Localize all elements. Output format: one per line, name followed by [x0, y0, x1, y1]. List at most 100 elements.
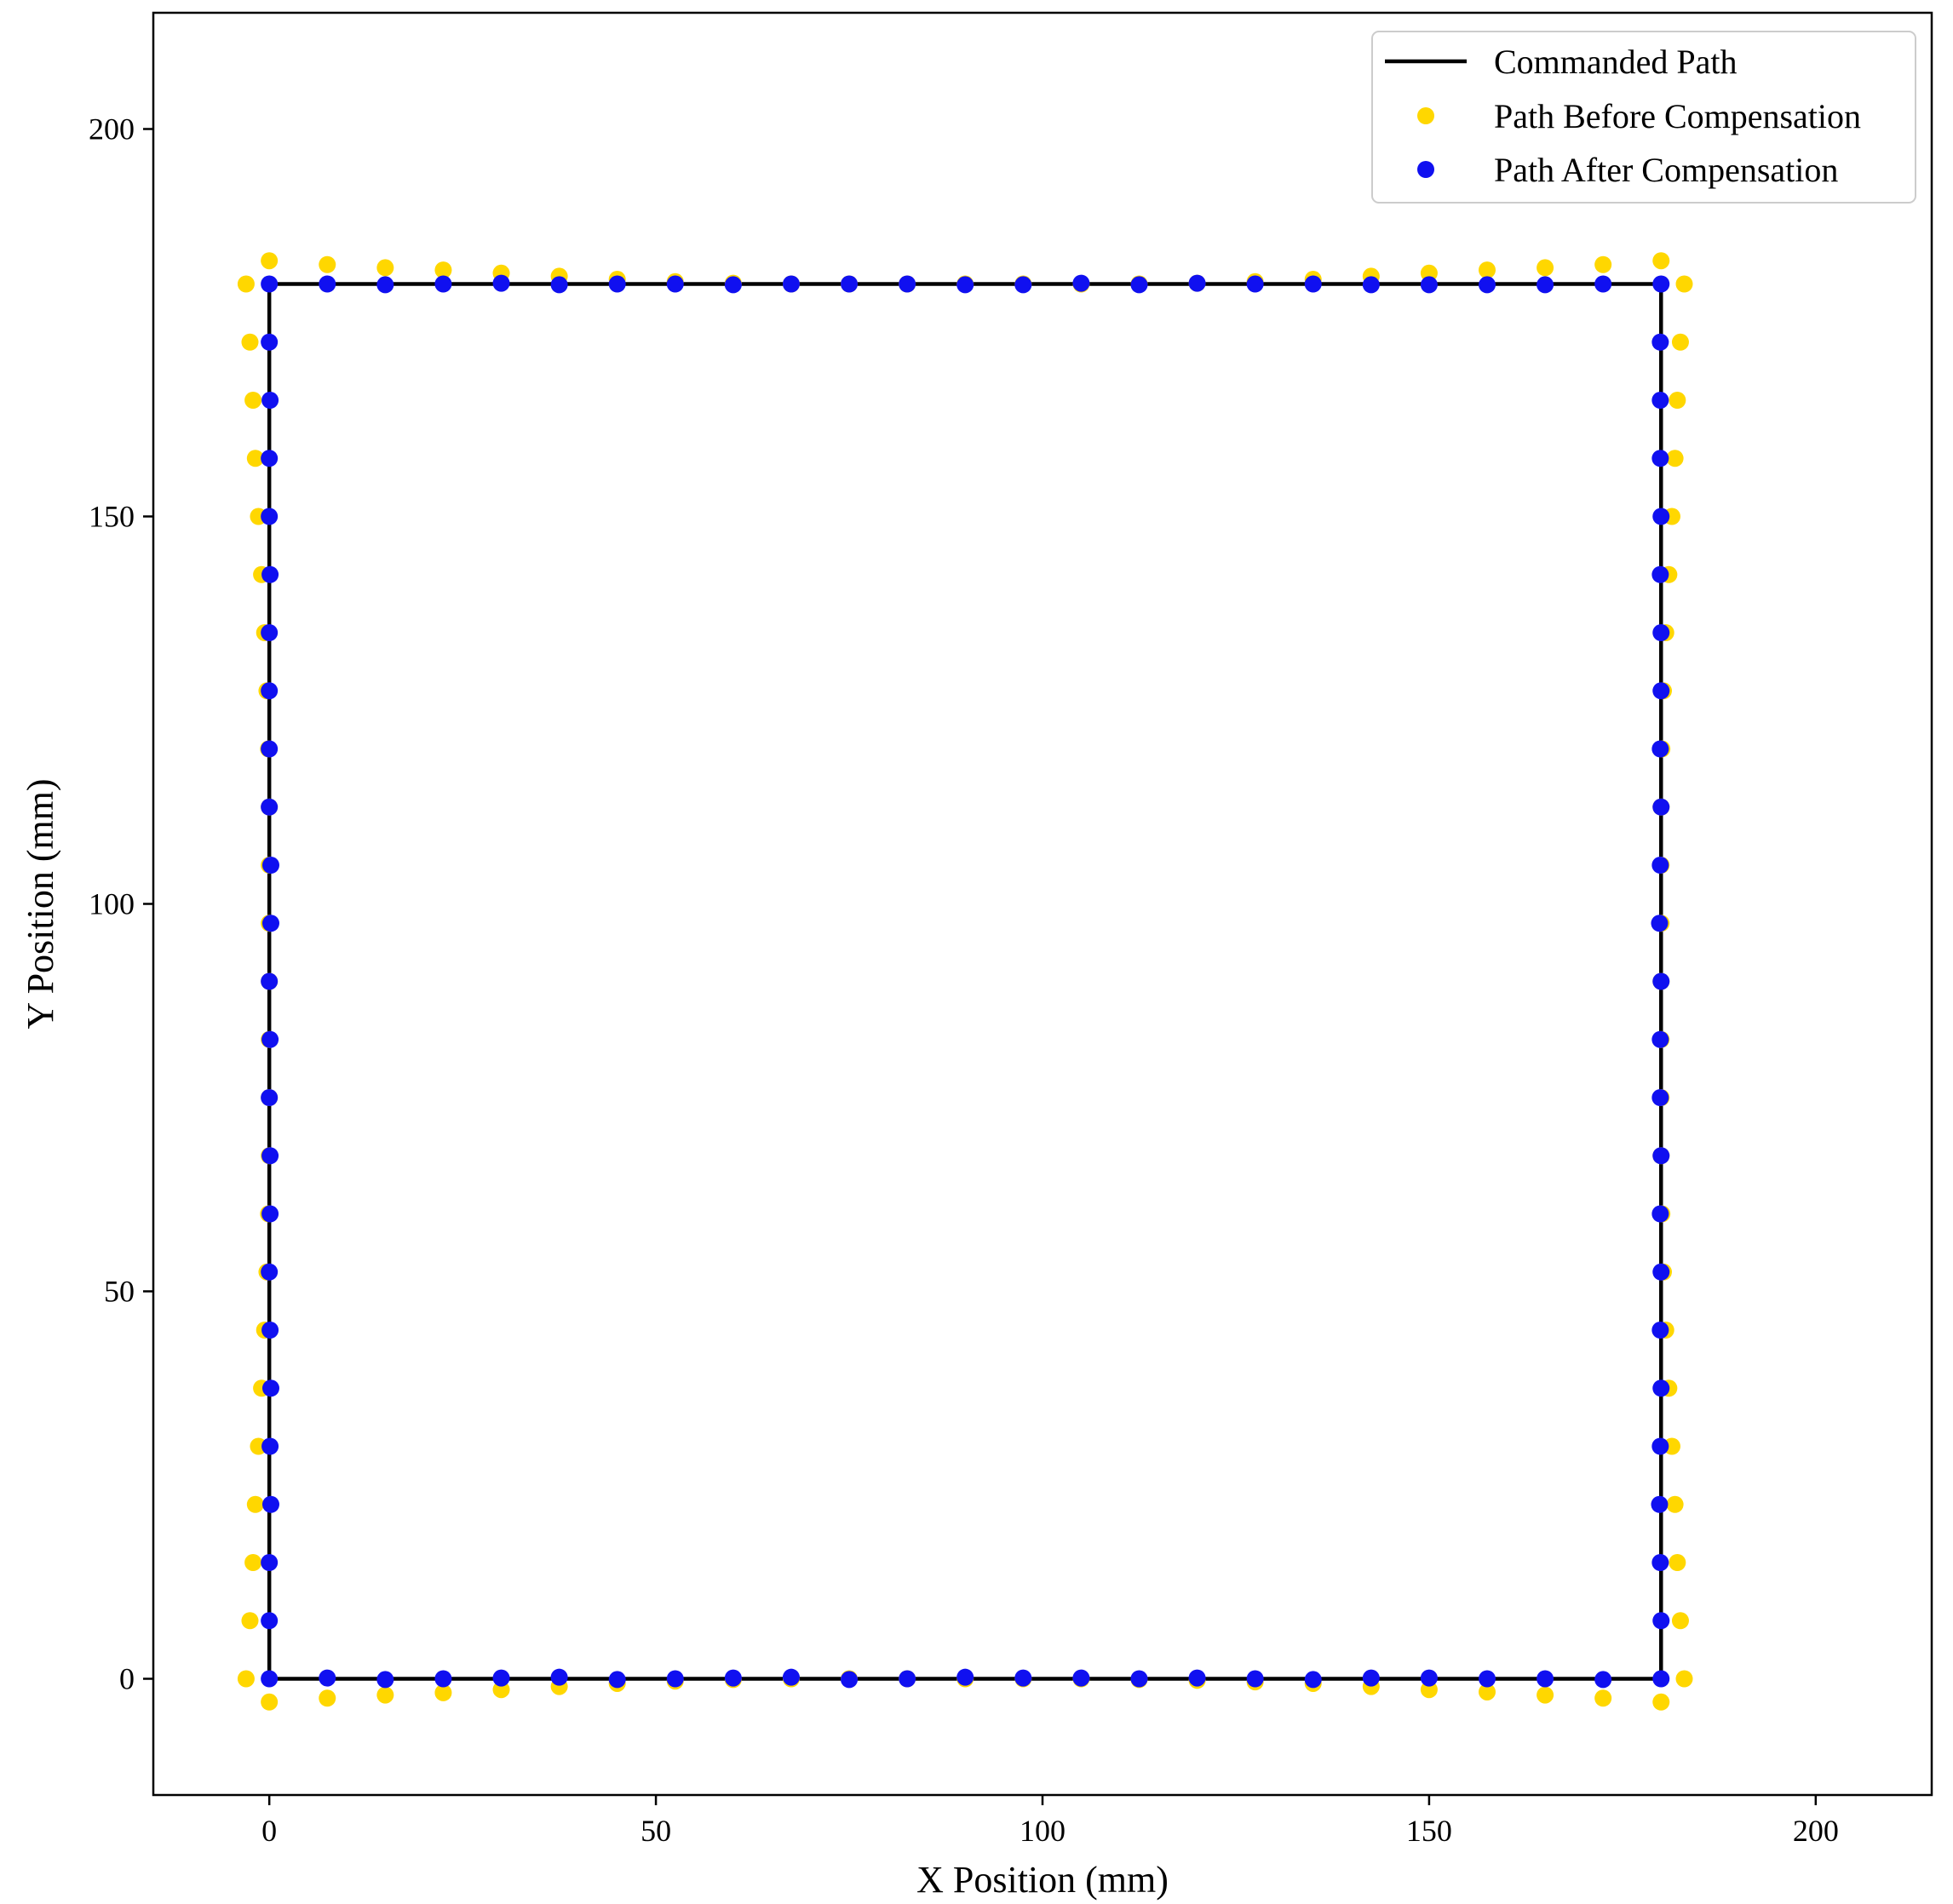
- point-after-compensation-64: [724, 276, 742, 294]
- point-after-compensation-60: [956, 276, 974, 294]
- point-after-compensation-68: [492, 274, 510, 292]
- point-after-compensation-66: [608, 275, 626, 293]
- point-after-compensation-59: [1014, 276, 1032, 294]
- point-after-compensation-69: [434, 275, 452, 293]
- point-after-compensation-5: [550, 1668, 568, 1686]
- point-after-compensation-18: [1304, 1671, 1322, 1689]
- point-after-compensation-90: [261, 1322, 279, 1339]
- point-after-compensation-33: [1652, 1147, 1670, 1165]
- y-tick-label-200: 200: [89, 112, 135, 146]
- point-after-compensation-76: [261, 508, 279, 525]
- point-after-compensation-26: [1651, 1554, 1669, 1571]
- y-tick-label-0: 0: [119, 1662, 135, 1696]
- point-after-compensation-53: [1362, 276, 1380, 294]
- legend-label-before: Path Before Compensation: [1494, 97, 1861, 135]
- point-after-compensation-55: [1246, 275, 1264, 293]
- point-after-compensation-3: [434, 1670, 452, 1688]
- x-axis-label: X Position (mm): [916, 1859, 1169, 1901]
- point-after-compensation-35: [1651, 1030, 1669, 1048]
- point-after-compensation-73: [261, 333, 279, 351]
- point-after-compensation-20: [1420, 1669, 1438, 1687]
- point-after-compensation-42: [1652, 624, 1670, 641]
- point-after-compensation-12: [956, 1668, 974, 1686]
- point-after-compensation-56: [1188, 274, 1206, 292]
- point-after-compensation-49: [1594, 275, 1612, 293]
- point-after-compensation-15: [1130, 1670, 1148, 1688]
- point-after-compensation-48: [1652, 275, 1670, 293]
- point-after-compensation-28: [1651, 1437, 1669, 1455]
- point-after-compensation-78: [261, 624, 279, 641]
- point-before-compensation-54: [1479, 261, 1496, 279]
- point-after-compensation-36: [1652, 972, 1670, 990]
- point-after-compensation-41: [1652, 682, 1670, 700]
- point-after-compensation-2: [376, 1671, 394, 1689]
- point-after-compensation-94: [261, 1554, 279, 1571]
- point-after-compensation-11: [899, 1670, 916, 1688]
- point-after-compensation-79: [261, 682, 279, 700]
- x-tick-label-100: 100: [1020, 1814, 1066, 1848]
- point-after-compensation-82: [261, 857, 279, 874]
- legend-box: [1371, 31, 1916, 204]
- y-tick-label-100: 100: [89, 887, 135, 921]
- y-tick-label-150: 150: [89, 500, 135, 534]
- point-after-compensation-38: [1651, 857, 1669, 874]
- point-before-compensation-22: [1479, 1683, 1496, 1700]
- point-after-compensation-46: [1651, 392, 1669, 409]
- point-after-compensation-4: [492, 1669, 510, 1687]
- point-after-compensation-40: [1651, 740, 1669, 758]
- point-after-compensation-7: [666, 1670, 684, 1688]
- point-after-compensation-14: [1072, 1669, 1090, 1687]
- point-after-compensation-39: [1652, 798, 1670, 816]
- point-after-compensation-9: [782, 1668, 800, 1686]
- point-before-compensation-3: [376, 1686, 394, 1704]
- point-after-compensation-86: [261, 1089, 279, 1106]
- point-after-compensation-58: [1072, 274, 1090, 292]
- point-before-compensation-51: [1652, 252, 1670, 270]
- x-tick-label-200: 200: [1793, 1814, 1839, 1848]
- point-after-compensation-92: [261, 1437, 279, 1455]
- point-after-compensation-27: [1651, 1495, 1669, 1513]
- point-after-compensation-0: [261, 1670, 279, 1688]
- point-after-compensation-57: [1130, 276, 1148, 294]
- point-after-compensation-17: [1246, 1670, 1264, 1688]
- point-after-compensation-32: [1651, 1205, 1669, 1223]
- point-before-compensation-26: [1675, 1670, 1693, 1688]
- y-axis-label: Y Position (mm): [20, 778, 61, 1029]
- point-after-compensation-51: [1479, 276, 1496, 294]
- point-after-compensation-8: [724, 1669, 742, 1687]
- point-before-compensation-76: [237, 275, 255, 293]
- point-after-compensation-77: [261, 565, 279, 583]
- point-after-compensation-29: [1652, 1379, 1670, 1397]
- point-after-compensation-23: [1594, 1671, 1612, 1689]
- point-before-compensation-4: [434, 1683, 452, 1701]
- point-after-compensation-93: [261, 1495, 279, 1513]
- point-before-compensation-23: [1537, 1686, 1554, 1704]
- point-after-compensation-65: [666, 275, 684, 293]
- point-before-compensation-2: [319, 1689, 336, 1707]
- point-after-compensation-31: [1652, 1263, 1670, 1281]
- point-before-compensation-0: [237, 1670, 255, 1688]
- point-after-compensation-83: [261, 915, 279, 932]
- plot-area: [237, 252, 1693, 1711]
- point-before-compensation-72: [434, 261, 452, 279]
- point-after-compensation-62: [841, 275, 859, 293]
- point-after-compensation-45: [1651, 450, 1669, 467]
- point-before-compensation-78: [244, 392, 262, 409]
- point-after-compensation-19: [1362, 1669, 1380, 1687]
- point-before-compensation-28: [1669, 1554, 1686, 1571]
- point-after-compensation-43: [1651, 565, 1669, 583]
- point-after-compensation-67: [550, 276, 568, 294]
- legend-label-commanded: Commanded Path: [1494, 43, 1738, 81]
- point-before-compensation-27: [1671, 1612, 1689, 1630]
- point-after-compensation-71: [319, 275, 336, 293]
- axis-ticks: 0 50 100 150 200 0 50 100 150 200: [89, 112, 1839, 1849]
- point-after-compensation-21: [1479, 1670, 1496, 1688]
- y-tick-label-50: 50: [104, 1275, 135, 1309]
- point-before-compensation-53: [1537, 259, 1554, 277]
- point-before-compensation-50: [1675, 275, 1693, 293]
- point-after-compensation-80: [261, 740, 279, 758]
- point-after-compensation-34: [1651, 1089, 1669, 1106]
- point-before-compensation-52: [1594, 255, 1612, 273]
